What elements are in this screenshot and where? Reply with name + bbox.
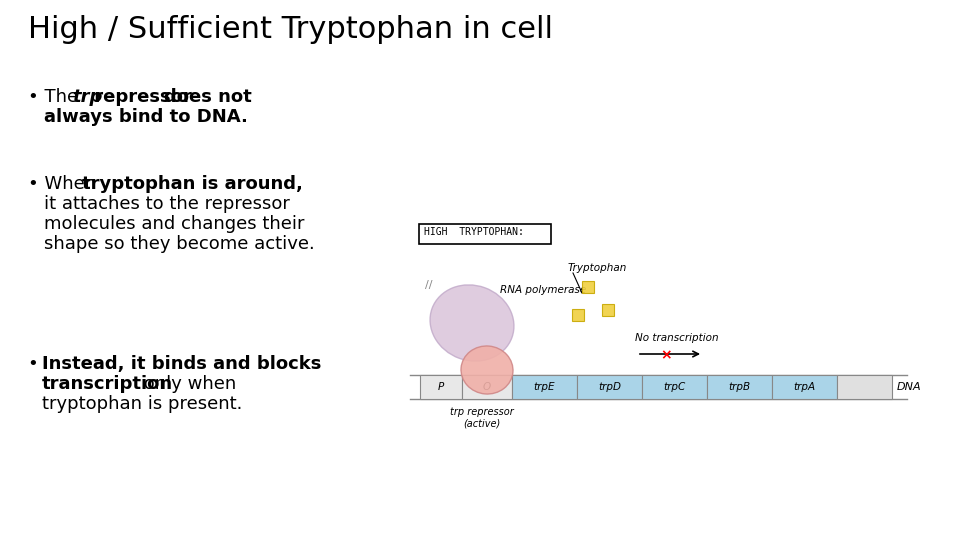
Text: shape so they become active.: shape so they become active.	[44, 235, 315, 253]
Text: transcription: transcription	[42, 375, 173, 393]
FancyBboxPatch shape	[707, 375, 772, 399]
Text: repressor: repressor	[88, 88, 198, 106]
Text: tryptophan is around,: tryptophan is around,	[82, 175, 302, 193]
Ellipse shape	[461, 346, 513, 394]
Text: • The: • The	[28, 88, 84, 106]
Text: trp: trp	[72, 88, 103, 106]
FancyBboxPatch shape	[512, 375, 577, 399]
Text: trpA: trpA	[793, 382, 816, 392]
Text: DNA: DNA	[897, 382, 922, 392]
Text: always bind to DNA.: always bind to DNA.	[44, 108, 248, 126]
Text: //: //	[425, 280, 433, 290]
FancyBboxPatch shape	[462, 375, 512, 399]
Text: Instead, it binds and blocks: Instead, it binds and blocks	[42, 355, 322, 373]
Text: trpB: trpB	[729, 382, 751, 392]
FancyBboxPatch shape	[837, 375, 892, 399]
Text: P: P	[438, 382, 444, 392]
Text: No transcription: No transcription	[635, 333, 719, 343]
Text: it attaches to the repressor: it attaches to the repressor	[44, 195, 290, 213]
Text: ×: ×	[660, 348, 672, 362]
Text: HIGH  TRYPTOPHAN:: HIGH TRYPTOPHAN:	[424, 227, 524, 237]
FancyBboxPatch shape	[420, 375, 462, 399]
Text: O: O	[483, 382, 492, 392]
Text: trpE: trpE	[534, 382, 555, 392]
Text: • When: • When	[28, 175, 102, 193]
Text: High / Sufficient Tryptophan in cell: High / Sufficient Tryptophan in cell	[28, 15, 553, 44]
Text: only when: only when	[138, 375, 236, 393]
FancyBboxPatch shape	[642, 375, 707, 399]
FancyBboxPatch shape	[772, 375, 837, 399]
Text: RNA polymerase: RNA polymerase	[500, 285, 587, 295]
Text: Tryptophan: Tryptophan	[568, 263, 628, 273]
Text: trp repressor
(active): trp repressor (active)	[450, 407, 514, 429]
Text: •: •	[28, 355, 44, 373]
FancyBboxPatch shape	[419, 224, 551, 244]
Text: tryptophan is present.: tryptophan is present.	[42, 395, 242, 413]
Text: molecules and changes their: molecules and changes their	[44, 215, 304, 233]
Text: trpD: trpD	[598, 382, 621, 392]
Ellipse shape	[430, 285, 514, 361]
Text: trpC: trpC	[663, 382, 685, 392]
FancyBboxPatch shape	[577, 375, 642, 399]
Text: does not: does not	[164, 88, 252, 106]
